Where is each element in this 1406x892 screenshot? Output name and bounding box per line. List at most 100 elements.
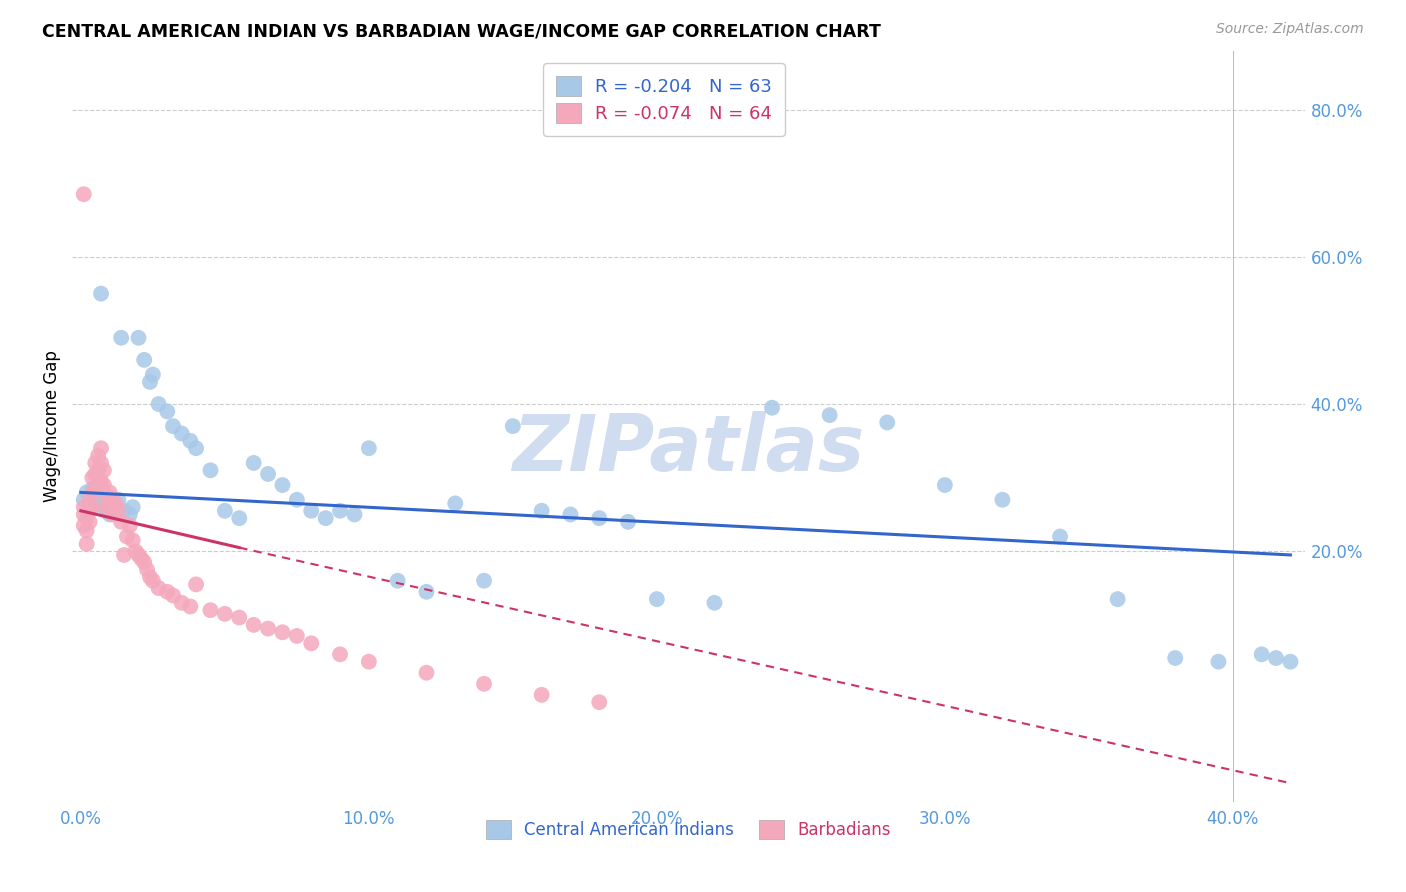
Point <box>415 665 437 680</box>
Point <box>84 467 107 481</box>
Point <box>121 500 143 515</box>
Point <box>703 596 725 610</box>
Point <box>127 331 149 345</box>
Point <box>148 581 170 595</box>
Point <box>90 492 112 507</box>
Point <box>1250 648 1272 662</box>
Point <box>285 492 308 507</box>
Point <box>530 504 553 518</box>
Point <box>136 563 159 577</box>
Point <box>184 441 207 455</box>
Point <box>134 555 156 569</box>
Point <box>79 515 101 529</box>
Point <box>82 500 104 515</box>
Point <box>73 500 96 515</box>
Point <box>101 508 124 522</box>
Point <box>118 518 141 533</box>
Point <box>112 548 135 562</box>
Point <box>84 482 107 496</box>
Point <box>271 625 294 640</box>
Point <box>818 408 841 422</box>
Point <box>184 577 207 591</box>
Point <box>329 504 352 518</box>
Point <box>107 504 129 518</box>
Point <box>87 449 110 463</box>
Point <box>588 695 610 709</box>
Point <box>84 489 107 503</box>
Point <box>343 508 366 522</box>
Point <box>121 533 143 548</box>
Point <box>76 511 98 525</box>
Point <box>142 368 165 382</box>
Point <box>73 187 96 202</box>
Point <box>101 492 124 507</box>
Point <box>73 492 96 507</box>
Point <box>93 463 115 477</box>
Point <box>142 574 165 588</box>
Point <box>104 496 127 510</box>
Point <box>162 589 184 603</box>
Point <box>127 548 149 562</box>
Point <box>124 544 146 558</box>
Point <box>285 629 308 643</box>
Point <box>502 419 524 434</box>
Point <box>387 574 409 588</box>
Point <box>162 419 184 434</box>
Point <box>87 463 110 477</box>
Point <box>271 478 294 492</box>
Point <box>560 508 582 522</box>
Point <box>101 500 124 515</box>
Point <box>96 500 118 515</box>
Point <box>1049 530 1071 544</box>
Point <box>148 397 170 411</box>
Point <box>93 500 115 515</box>
Point <box>104 496 127 510</box>
Y-axis label: Wage/Income Gap: Wage/Income Gap <box>44 351 60 502</box>
Point <box>96 489 118 503</box>
Point <box>299 504 322 518</box>
Point <box>257 622 280 636</box>
Legend: Central American Indians, Barbadians: Central American Indians, Barbadians <box>479 814 897 846</box>
Point <box>315 511 337 525</box>
Point <box>110 331 132 345</box>
Point <box>214 607 236 621</box>
Point <box>415 584 437 599</box>
Point <box>242 456 264 470</box>
Point <box>761 401 783 415</box>
Point <box>472 677 495 691</box>
Point <box>876 416 898 430</box>
Point <box>82 482 104 496</box>
Point <box>200 463 222 477</box>
Point <box>76 537 98 551</box>
Point <box>98 508 121 522</box>
Point <box>90 456 112 470</box>
Point <box>1265 651 1288 665</box>
Point <box>82 485 104 500</box>
Point <box>79 492 101 507</box>
Point <box>200 603 222 617</box>
Point <box>179 434 201 448</box>
Point <box>179 599 201 614</box>
Point <box>110 515 132 529</box>
Point <box>1164 651 1187 665</box>
Point <box>96 504 118 518</box>
Point <box>257 467 280 481</box>
Point <box>530 688 553 702</box>
Point <box>228 610 250 624</box>
Point <box>156 584 179 599</box>
Text: Source: ZipAtlas.com: Source: ZipAtlas.com <box>1216 22 1364 37</box>
Point <box>90 286 112 301</box>
Text: ZIPatlas: ZIPatlas <box>512 410 865 487</box>
Point <box>139 570 162 584</box>
Point <box>107 492 129 507</box>
Text: CENTRAL AMERICAN INDIAN VS BARBADIAN WAGE/INCOME GAP CORRELATION CHART: CENTRAL AMERICAN INDIAN VS BARBADIAN WAG… <box>42 22 882 40</box>
Point <box>934 478 956 492</box>
Point <box>242 618 264 632</box>
Point <box>1279 655 1302 669</box>
Point <box>156 404 179 418</box>
Point <box>170 426 193 441</box>
Point <box>299 636 322 650</box>
Point <box>79 500 101 515</box>
Point <box>76 524 98 538</box>
Point <box>131 551 153 566</box>
